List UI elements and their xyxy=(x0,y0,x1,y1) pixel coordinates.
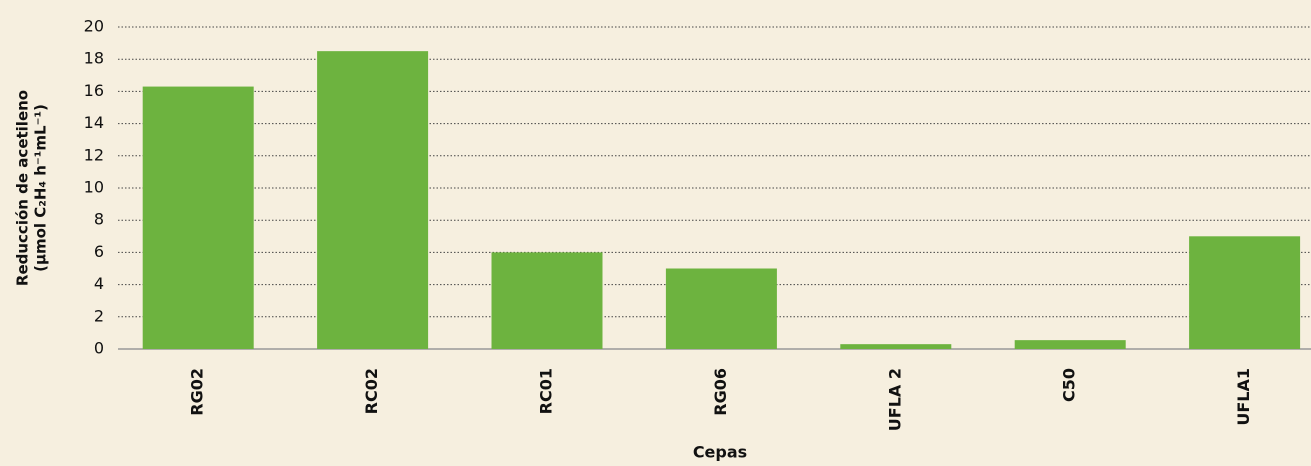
bar xyxy=(491,252,603,349)
bar xyxy=(1189,236,1301,349)
x-axis-label: Cepas xyxy=(693,443,747,462)
y-tick-label: 12 xyxy=(84,145,104,164)
y-tick-label: 20 xyxy=(84,17,104,36)
y-tick-label: 6 xyxy=(94,242,104,261)
x-tick-label: UFLA1 xyxy=(1234,368,1253,426)
y-tick-label: 16 xyxy=(84,81,104,100)
y-tick-label: 14 xyxy=(84,113,104,132)
y-tick-label: 4 xyxy=(94,274,104,293)
y-axis-label: Reducción de acetileno xyxy=(14,90,32,286)
y-tick-label: 18 xyxy=(84,49,104,68)
bar xyxy=(840,344,952,349)
bar xyxy=(142,86,254,349)
bar xyxy=(1014,340,1126,349)
x-tick-label: RG06 xyxy=(711,368,730,416)
x-tick-label: RC02 xyxy=(362,368,381,414)
y-tick-label: 10 xyxy=(84,178,104,197)
y-tick-label: 8 xyxy=(94,210,104,229)
x-tick-label: RC01 xyxy=(537,368,556,414)
x-tick-label: C50 xyxy=(1060,368,1079,402)
y-tick-label: 0 xyxy=(94,339,104,358)
bar xyxy=(317,51,429,350)
bar xyxy=(665,268,777,349)
y-tick-label: 2 xyxy=(94,306,104,325)
y-axis-label: (µmol C₂H₄ h⁻¹mL⁻¹) xyxy=(32,104,50,272)
x-tick-label: UFLA 2 xyxy=(885,368,904,431)
x-tick-label: RG02 xyxy=(188,368,207,416)
